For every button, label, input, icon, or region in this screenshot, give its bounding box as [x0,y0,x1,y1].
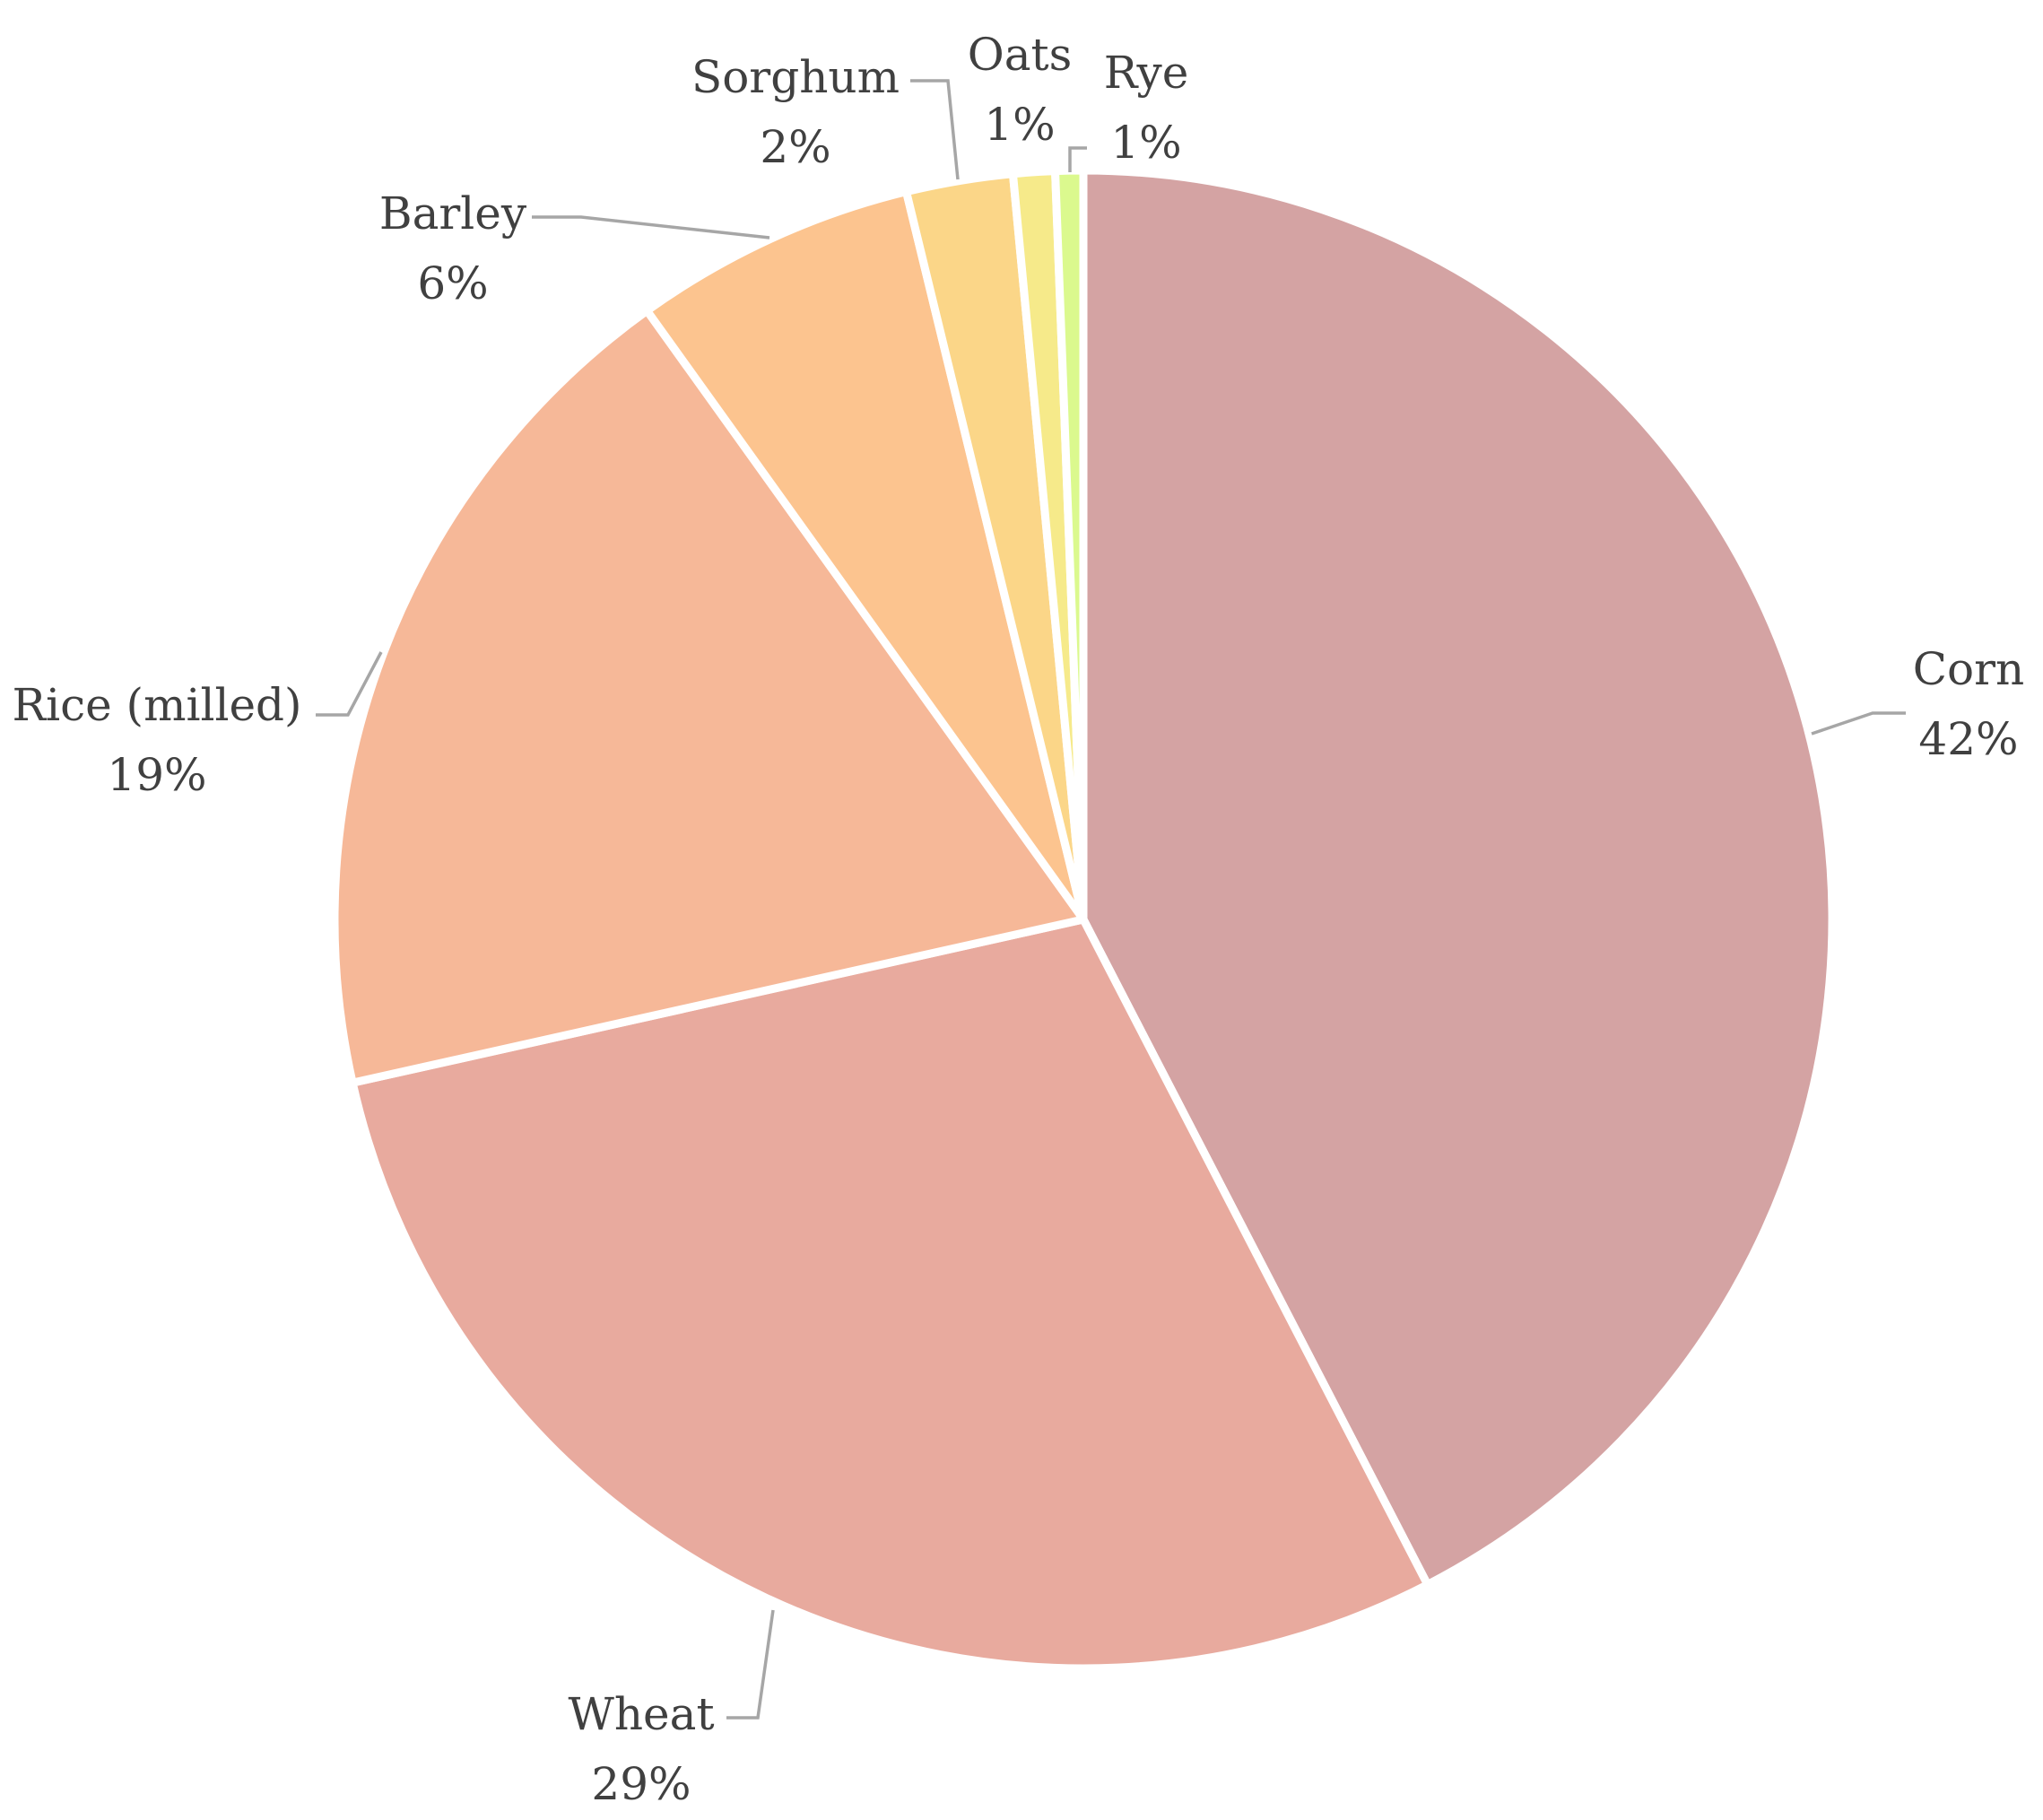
slice-label-rye: Rye [1104,47,1189,99]
slice-label-barley: Barley [379,187,527,239]
leader-line-corn [1811,711,1906,736]
slice-percent-sorghum: 2% [760,121,830,173]
slice-percent-rye: 1% [1110,117,1181,169]
pie-slice-barley [642,187,1088,924]
pie-slices [330,166,1837,1673]
slice-percent-corn: 42% [1918,713,2018,765]
slice-labels: Corn 42% Wheat 29% Rice (milled) 19% Barley 6% S… [12,29,2024,1810]
leader-line-sorghum [910,79,960,180]
slice-label-oats: Oats [968,29,1073,81]
leader-lines [316,79,1906,1720]
pie-slice-rice-milled [330,306,1088,1087]
leader-line-barley [532,215,770,239]
slice-percent-wheat: 29% [591,1758,691,1810]
slice-label-sorghum: Sorghum [691,51,900,103]
slice-percent-oats: 1% [984,99,1055,151]
slice-percent-barley: 6% [417,257,488,309]
slice-label-wheat: Wheat [568,1688,714,1740]
slice-label-corn: Corn [1913,643,2024,695]
leader-line-rye [1068,146,1087,172]
slice-percent-rice-milled: 19% [107,749,206,801]
pie-slice-corn [1079,166,1837,1589]
leader-line-wheat [726,1609,775,1720]
leader-line-rice-milled [316,651,383,717]
slice-label-rice-milled: Rice (milled) [12,679,301,731]
pie-slice-wheat [348,915,1432,1673]
